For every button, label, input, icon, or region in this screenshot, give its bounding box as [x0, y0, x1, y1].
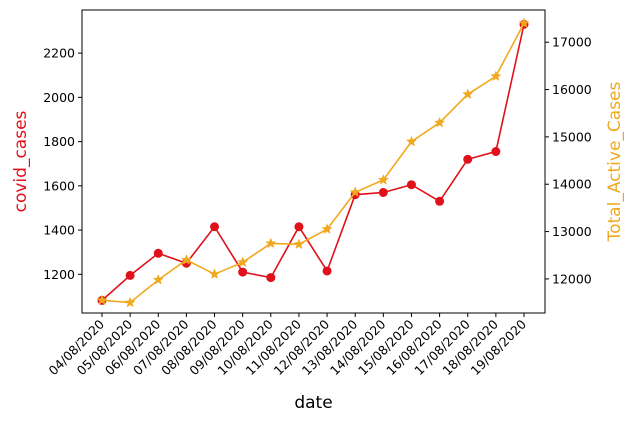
- y-axis-left-label: covid_cases: [11, 110, 31, 212]
- y-axis-right: 12000 13000 14000 15000 16000 17000: [545, 35, 592, 286]
- x-axis-label: date: [294, 393, 332, 413]
- y-right-tick-label: 16000: [552, 82, 592, 97]
- y-right-tick-label: 15000: [552, 129, 592, 144]
- plot-area: [81, 9, 546, 314]
- data-point-covid_cases: [210, 222, 220, 232]
- plot-frame: [81, 9, 546, 314]
- y-right-tick-label: 17000: [552, 35, 592, 50]
- x-axis: 04/08/202005/08/202006/08/202007/08/2020…: [46, 313, 529, 378]
- data-point-covid_cases: [125, 270, 135, 280]
- data-point-Total_Active_Cases: [265, 237, 277, 249]
- data-point-Total_Active_Cases: [349, 186, 361, 198]
- series-covid_cases: [97, 19, 529, 305]
- data-point-Total_Active_Cases: [237, 256, 249, 268]
- y-axis-left: 1200 1400 1600 1800 2000 2200: [43, 46, 82, 282]
- y-left-tick-label: 1600: [43, 178, 75, 193]
- y-left-tick-label: 2000: [43, 90, 75, 105]
- data-point-Total_Active_Cases: [405, 135, 418, 147]
- y-left-tick-label: 1200: [43, 267, 75, 282]
- y-right-tick-label: 12000: [552, 271, 592, 286]
- data-point-covid_cases: [294, 222, 304, 232]
- data-point-Total_Active_Cases: [96, 294, 108, 305]
- data-point-Total_Active_Cases: [152, 273, 164, 285]
- data-point-covid_cases: [153, 248, 163, 258]
- data-point-Total_Active_Cases: [321, 223, 333, 234]
- y-axis-right-label: Total_Active_Cases: [605, 81, 625, 242]
- data-point-Total_Active_Cases: [293, 238, 305, 250]
- data-point-Total_Active_Cases: [462, 88, 474, 100]
- data-point-Total_Active_Cases: [124, 296, 136, 308]
- y-right-tick-label: 14000: [552, 177, 592, 192]
- data-point-covid_cases: [463, 154, 473, 164]
- series-Total_Active_Cases: [96, 17, 530, 308]
- data-point-Total_Active_Cases: [377, 174, 389, 185]
- data-point-covid_cases: [266, 273, 276, 283]
- data-point-covid_cases: [378, 187, 388, 197]
- y-right-tick-label: 13000: [552, 224, 592, 239]
- y-left-tick-label: 1400: [43, 223, 75, 238]
- y-left-tick-label: 1800: [43, 134, 75, 149]
- data-point-Total_Active_Cases: [180, 254, 193, 265]
- series-line-Total_Active_Cases: [101, 22, 525, 304]
- data-point-Total_Active_Cases: [518, 17, 530, 29]
- data-point-covid_cases: [322, 266, 332, 276]
- data-point-covid_cases: [238, 267, 248, 277]
- data-point-covid_cases: [491, 147, 501, 157]
- data-point-Total_Active_Cases: [208, 268, 221, 279]
- data-point-covid_cases: [406, 180, 416, 190]
- data-point-covid_cases: [435, 196, 445, 206]
- data-point-Total_Active_Cases: [490, 70, 502, 82]
- series-line-covid_cases: [101, 24, 525, 301]
- data-point-Total_Active_Cases: [433, 116, 446, 128]
- y-left-tick-label: 2200: [43, 46, 75, 61]
